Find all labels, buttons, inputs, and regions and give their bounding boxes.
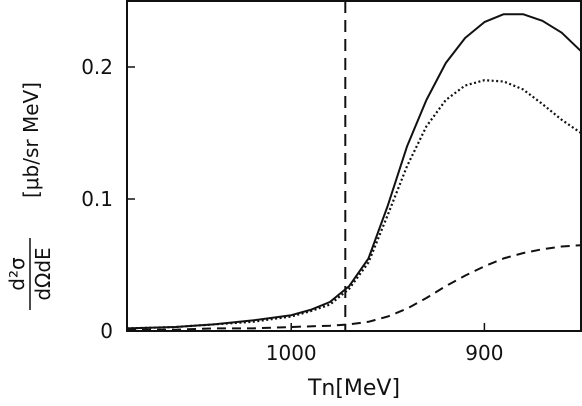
y-axis-numerator: d²σ <box>5 257 29 291</box>
axis-ticks: 1000 900 0 0.1 0.2 <box>81 55 503 365</box>
y-tick-label: 0 <box>100 319 113 343</box>
series-line-solid <box>126 13 582 330</box>
series-line-dashed <box>127 244 582 331</box>
y-axis-unit: [μb/sr MeV] <box>19 82 43 198</box>
series-line-dotted <box>126 79 582 330</box>
y-axis-title: d²σ dΩdE [μb/sr MeV] <box>5 82 55 310</box>
y-tick-label: 0.2 <box>81 55 113 79</box>
y-axis-denominator: dΩdE <box>31 247 55 300</box>
y-tick-label: 0.1 <box>81 187 113 211</box>
x-tick-label: 1000 <box>266 341 317 365</box>
plot-lines <box>126 1 582 331</box>
x-axis-title: Tn[MeV] <box>307 376 400 401</box>
plot-frame <box>126 0 582 332</box>
x-tick-label: 900 <box>465 341 503 365</box>
